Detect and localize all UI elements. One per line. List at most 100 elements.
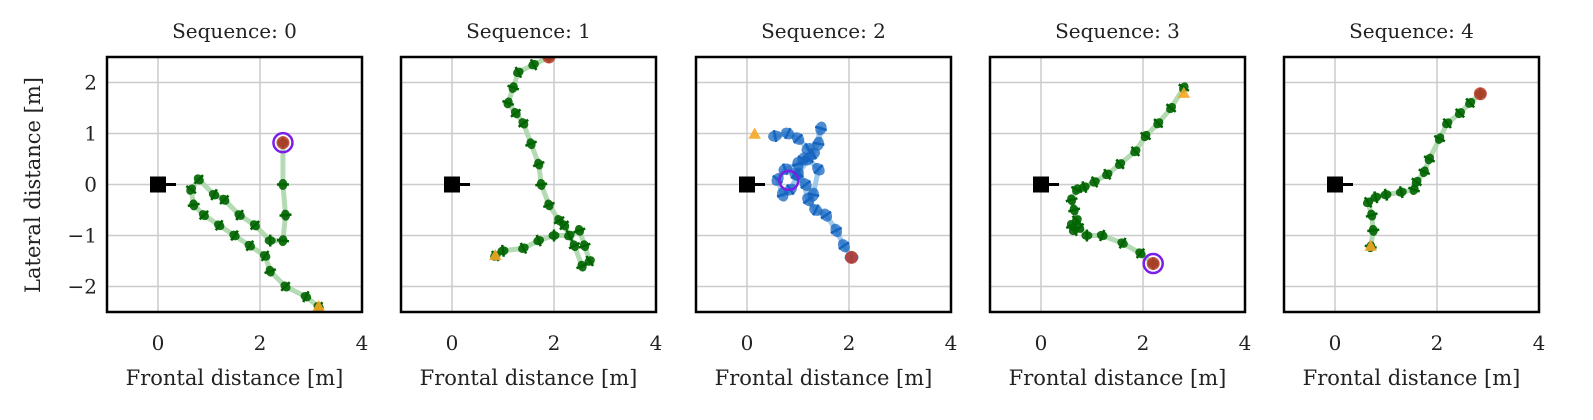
subplot-0-plot-area — [150, 136, 325, 312]
heading-tick — [809, 147, 818, 160]
subplot-4-plot-area — [1327, 87, 1487, 253]
subplot-3-x-axis-label: Frontal distance [m] — [1009, 366, 1227, 390]
heading-tick — [230, 229, 239, 242]
heading-tick — [1465, 97, 1476, 109]
robot-marker — [150, 176, 166, 193]
heading-tick — [565, 229, 574, 242]
start-marker — [489, 248, 502, 261]
x-tick-label-0: 0 — [446, 331, 459, 355]
heading-tick — [519, 242, 528, 255]
subplot-4-title: Sequence: 4 — [1349, 19, 1474, 43]
x-tick-label-2: 2 — [1137, 331, 1150, 355]
heading-tick — [1135, 247, 1146, 259]
heading-tick — [219, 194, 230, 205]
heading-tick — [1130, 145, 1141, 157]
heading-tick — [1090, 176, 1099, 188]
heading-tick — [235, 209, 244, 221]
start-marker — [1364, 239, 1377, 251]
heading-tick — [276, 238, 290, 243]
heading-tick — [193, 174, 204, 185]
subplot-2-x-axis-label: Frontal distance [m] — [715, 366, 933, 390]
subplot-panels: Sequence: 0 0 2 4 2 1 0 −1 −2 Frontal distance [m… — [68, 19, 1546, 390]
heading-tick — [502, 99, 515, 106]
subplot-1-title: Sequence: 1 — [466, 19, 591, 43]
heading-tick — [776, 191, 789, 198]
heading-tick — [585, 255, 595, 267]
heading-tick — [1454, 107, 1466, 119]
subplot-0-x-axis-label: Frontal distance [m] — [126, 366, 344, 390]
heading-tick — [575, 262, 589, 270]
end-marker — [1473, 87, 1487, 101]
heading-tick — [187, 202, 200, 208]
heading-tick — [245, 240, 255, 252]
subplot-0-frame — [105, 55, 364, 314]
subplot-2-title: Sequence: 2 — [761, 19, 886, 43]
subplot-3-plot-area — [1033, 82, 1191, 271]
highlight-ring — [778, 169, 800, 192]
heading-tick — [802, 154, 814, 164]
robot-marker — [1033, 176, 1049, 193]
heading-tick — [838, 241, 850, 251]
heading-tick — [578, 242, 591, 249]
heading-tick — [1367, 228, 1380, 233]
heading-tick — [501, 244, 505, 257]
y-tick-label-4: −2 — [68, 275, 97, 299]
heading-tick — [791, 161, 805, 167]
heading-tick — [1407, 186, 1421, 193]
heading-tick — [1363, 196, 1373, 209]
start-marker — [312, 299, 325, 312]
heading-tick — [280, 281, 291, 292]
heading-tick — [260, 250, 270, 262]
heading-tick — [214, 219, 224, 231]
heading-tick — [1383, 188, 1389, 201]
heading-tick — [535, 182, 548, 187]
x-tick-label-2: 2 — [843, 331, 856, 355]
x-tick-label-0: 0 — [1329, 331, 1342, 355]
heading-tick — [1103, 168, 1112, 181]
heading-tick — [1373, 191, 1379, 204]
x-tick-label-2: 2 — [548, 331, 561, 355]
subplot-3-title: Sequence: 3 — [1055, 19, 1180, 43]
x-tick-label-4: 4 — [945, 331, 958, 355]
x-tick-label-4: 4 — [356, 331, 369, 355]
heading-tick — [532, 160, 545, 168]
heading-tick — [198, 209, 210, 221]
heading-tick — [507, 84, 520, 91]
x-tick-label-0: 0 — [1035, 331, 1048, 355]
heading-tick — [1074, 222, 1085, 233]
heading-tick — [1398, 186, 1404, 199]
heading-tick — [814, 125, 828, 132]
subplot-4: Sequence: 4 0 2 4 Frontal distance [m] — [1282, 19, 1545, 390]
heading-tick — [1118, 237, 1127, 249]
heading-tick — [1068, 207, 1081, 213]
heading-tick — [510, 108, 522, 118]
x-tick-label-4: 4 — [1239, 331, 1252, 355]
heading-tick — [781, 163, 789, 176]
subplot-4-x-axis-label: Frontal distance [m] — [1303, 366, 1521, 390]
heading-tick — [1070, 185, 1083, 194]
x-tick-label-0: 0 — [741, 331, 754, 355]
x-tick-label-2: 2 — [1431, 331, 1444, 355]
end-marker — [276, 136, 290, 150]
heading-tick — [813, 164, 824, 175]
subplot-1-plot-area — [444, 57, 595, 272]
subplot-2-frame — [694, 55, 953, 314]
start-marker — [748, 127, 761, 139]
subplot-0: Sequence: 0 0 2 4 2 1 0 −1 −2 Frontal distance [m… — [68, 19, 369, 390]
highlight-ring — [1142, 252, 1164, 275]
heading-tick — [302, 290, 310, 303]
heading-tick — [1418, 168, 1431, 176]
end-marker — [1146, 257, 1160, 271]
heading-tick — [1070, 224, 1078, 237]
heading-tick — [1065, 197, 1078, 203]
subplot-3: Sequence: 3 0 2 4 Frontal distance [m] — [988, 19, 1252, 390]
heading-tick — [1098, 229, 1106, 242]
heading-tick — [783, 127, 792, 140]
heading-tick — [264, 268, 277, 275]
highlight-ring — [272, 131, 294, 154]
heading-tick — [1433, 134, 1446, 143]
subplot-1-x-axis-label: Frontal distance [m] — [420, 366, 638, 390]
heading-tick — [553, 215, 565, 225]
heading-tick — [1139, 131, 1152, 141]
x-tick-label-4: 4 — [650, 331, 663, 355]
